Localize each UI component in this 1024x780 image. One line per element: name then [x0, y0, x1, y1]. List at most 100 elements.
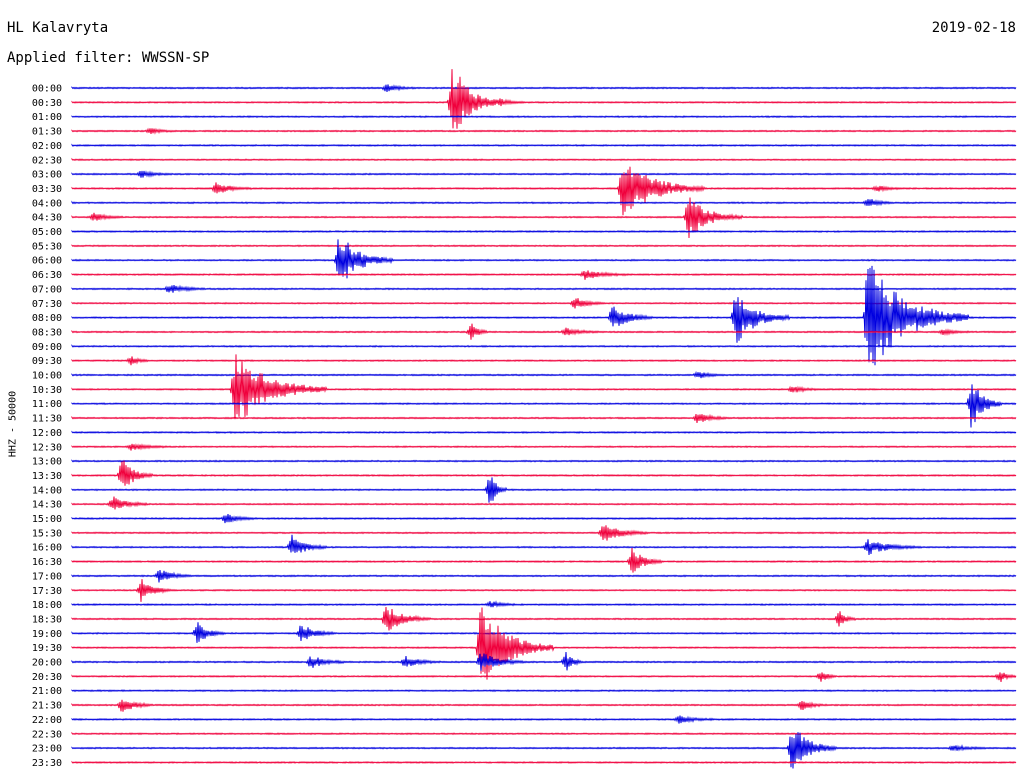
filter-label: Applied filter: WWSSN-SP	[7, 50, 210, 66]
trace-line	[71, 443, 1017, 451]
trace-line	[71, 760, 1017, 764]
trace-line	[71, 354, 1017, 419]
trace-line	[71, 606, 1017, 631]
trace-line	[71, 244, 1017, 248]
trace-line	[71, 413, 1017, 424]
time-label: 12:30	[32, 442, 62, 453]
trace-line	[71, 197, 1017, 239]
time-label: 01:30	[32, 127, 62, 138]
time-label: 04:30	[32, 213, 62, 224]
station-name: HL Kalavryta	[7, 20, 109, 36]
trace-line	[71, 514, 1017, 524]
time-label: 19:00	[32, 629, 62, 640]
trace-line	[71, 496, 1017, 510]
time-label: 20:00	[32, 658, 62, 669]
trace-line	[71, 525, 1017, 541]
time-label: 20:30	[32, 672, 62, 683]
time-label: 09:30	[32, 356, 62, 367]
time-label: 17:00	[32, 571, 62, 582]
time-label: 15:30	[32, 528, 62, 539]
trace-line	[71, 579, 1017, 602]
time-label: 14:30	[32, 500, 62, 511]
trace-line	[71, 284, 1017, 293]
time-label: 21:30	[32, 701, 62, 712]
trace-line	[71, 199, 1017, 207]
time-label: 11:30	[32, 414, 62, 425]
trace-line	[71, 547, 1017, 573]
time-label: 08:30	[32, 327, 62, 338]
trace-line	[71, 84, 1017, 92]
trace-line	[71, 715, 1017, 724]
time-label: 07:00	[32, 284, 62, 295]
time-label: 21:00	[32, 686, 62, 697]
time-label: 02:00	[32, 141, 62, 152]
trace-line	[71, 298, 1017, 309]
time-label: 03:00	[32, 170, 62, 181]
trace-line	[71, 689, 1017, 693]
trace-line	[71, 239, 1017, 279]
time-label: 19:30	[32, 643, 62, 654]
time-label: 13:00	[32, 457, 62, 468]
time-label: 05:00	[32, 227, 62, 238]
time-label: 23:00	[32, 744, 62, 755]
trace-line	[71, 143, 1017, 147]
time-label: 23:30	[32, 758, 62, 769]
trace-line	[71, 607, 1017, 680]
time-label: 04:00	[32, 198, 62, 209]
trace-line	[71, 270, 1017, 280]
time-label: 16:00	[32, 543, 62, 554]
trace-line	[71, 370, 1017, 379]
trace-line	[71, 534, 1017, 556]
trace-line	[71, 699, 1017, 712]
trace-line	[71, 323, 1017, 340]
time-label: 06:00	[32, 256, 62, 267]
time-label: 10:30	[32, 385, 62, 396]
trace-line	[71, 166, 1017, 216]
time-label: 22:30	[32, 729, 62, 740]
trace-line	[71, 600, 1017, 608]
trace-line	[71, 569, 1017, 583]
time-label: 17:30	[32, 586, 62, 597]
time-label: 09:00	[32, 342, 62, 353]
trace-line	[71, 265, 1017, 366]
trace-line	[71, 157, 1017, 162]
trace-line	[71, 651, 1017, 671]
trace-line	[71, 477, 1017, 503]
time-label: 00:00	[32, 84, 62, 95]
trace-line	[71, 672, 1017, 682]
time-label: 15:00	[32, 514, 62, 525]
time-label: 12:00	[32, 428, 62, 439]
record-date: 2019-02-18	[931, 20, 1016, 36]
trace-line	[71, 69, 1017, 129]
trace-line	[71, 127, 1017, 135]
time-label: 14:00	[32, 485, 62, 496]
time-label: 18:00	[32, 600, 62, 611]
trace-line	[71, 344, 1017, 348]
time-label: 18:30	[32, 614, 62, 625]
time-label: 08:00	[32, 313, 62, 324]
time-label: 16:30	[32, 557, 62, 568]
trace-line	[71, 732, 1017, 769]
trace-line	[71, 170, 1017, 178]
time-label: 02:30	[32, 155, 62, 166]
trace-line	[71, 622, 1017, 643]
time-label: 07:30	[32, 299, 62, 310]
time-label: 11:00	[32, 399, 62, 410]
trace-line	[71, 229, 1017, 234]
time-label: 22:00	[32, 715, 62, 726]
time-label: 00:30	[32, 98, 62, 109]
time-label: 05:30	[32, 241, 62, 252]
trace-line	[71, 384, 1017, 428]
trace-line	[71, 459, 1017, 463]
trace-line	[71, 430, 1017, 434]
time-label: 06:30	[32, 270, 62, 281]
trace-group	[71, 69, 1017, 769]
time-label-group: 00:00 00:30 01:00 01:30 02:00 02:30 03:00 03:30…	[32, 84, 62, 769]
trace-line	[71, 356, 1017, 366]
trace-line	[71, 460, 1017, 486]
time-label: 10:00	[32, 371, 62, 382]
trace-line	[71, 731, 1017, 736]
time-label: 01:00	[32, 112, 62, 123]
trace-line	[71, 115, 1017, 119]
